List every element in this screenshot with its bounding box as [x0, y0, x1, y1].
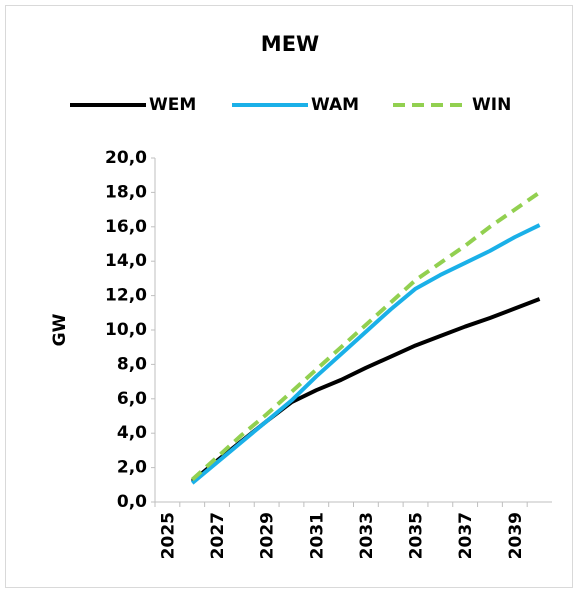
y-tick-label: 8,0 — [117, 354, 147, 374]
y-tick-label: 2,0 — [117, 458, 147, 478]
y-tick-label: 18,0 — [105, 182, 147, 202]
x-tick-label: 2035 — [407, 512, 427, 559]
chart-title: MEW — [261, 32, 319, 56]
y-tick-label: 12,0 — [105, 286, 147, 306]
y-tick-label: 10,0 — [105, 320, 147, 340]
x-tick-label: 2027 — [208, 512, 228, 559]
y-tick-label: 16,0 — [105, 217, 147, 237]
x-tick-label: 2029 — [258, 512, 278, 559]
legend-label: WEM — [149, 95, 196, 115]
legend-label: WAM — [311, 95, 359, 115]
series-line — [190, 223, 541, 485]
x-tick-label: 2031 — [307, 512, 327, 559]
series-line — [190, 190, 541, 482]
y-axis-label: GW — [50, 313, 70, 346]
x-tick-label: 2037 — [456, 512, 476, 559]
x-tick-label: 2033 — [357, 512, 377, 559]
y-tick-label: 20,0 — [105, 148, 147, 168]
y-tick-label: 4,0 — [117, 423, 147, 443]
x-tick-label: 2039 — [506, 512, 526, 559]
x-tick-label: 2025 — [158, 512, 178, 559]
y-tick-label: 0,0 — [117, 492, 147, 512]
y-tick-label: 14,0 — [105, 251, 147, 271]
y-tick-label: 6,0 — [117, 389, 147, 409]
legend-label: WIN — [472, 95, 511, 115]
chart-border — [5, 5, 573, 588]
